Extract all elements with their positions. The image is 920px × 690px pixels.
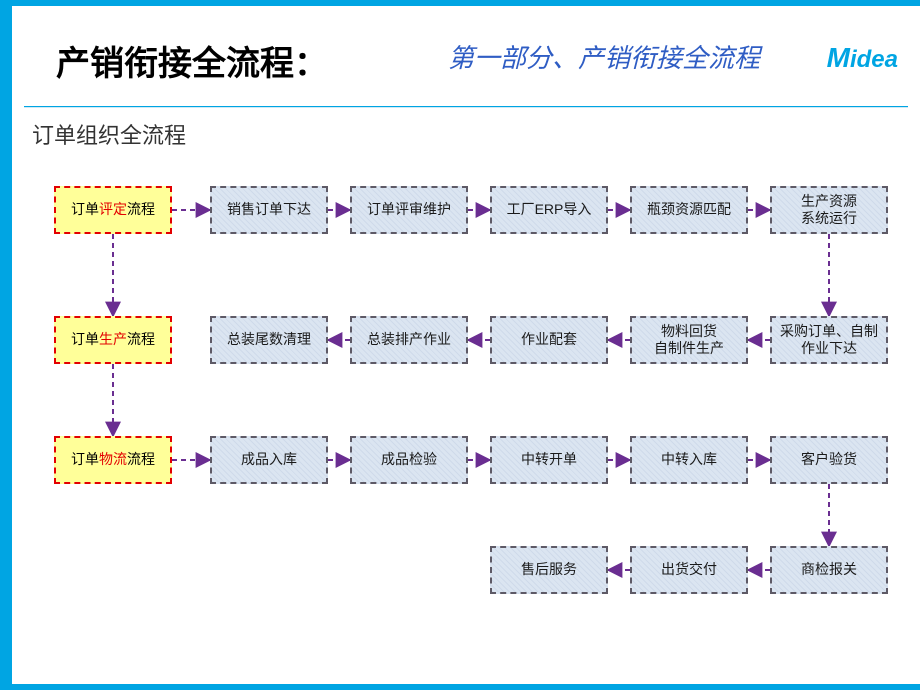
brand-logo-text: idea — [850, 46, 898, 73]
step-node: 作业配套 — [490, 316, 608, 364]
step-node: 成品检验 — [350, 436, 468, 484]
step-node: 订单评审维护 — [350, 186, 468, 234]
brand-logo: Midea — [827, 42, 898, 74]
divider — [24, 106, 908, 108]
step-node: 售后服务 — [490, 546, 608, 594]
subtitle: 订单组织全流程 — [32, 118, 186, 150]
step-node: 客户验货 — [770, 436, 888, 484]
phase-node: 订单生产流程 — [54, 316, 172, 364]
step-node: 总装排产作业 — [350, 316, 468, 364]
step-node: 中转入库 — [630, 436, 748, 484]
step-node: 采购订单、自制作业下达 — [770, 316, 888, 364]
main-title: 产销衔接全流程： — [56, 36, 328, 85]
step-node: 商检报关 — [770, 546, 888, 594]
flowchart-canvas: 订单评定流程订单生产流程订单物流流程 销售订单下达订单评审维护工厂ERP导入瓶颈资… — [12, 156, 920, 684]
phase-node: 订单物流流程 — [54, 436, 172, 484]
step-node: 中转开单 — [490, 436, 608, 484]
step-node: 成品入库 — [210, 436, 328, 484]
step-node: 总装尾数清理 — [210, 316, 328, 364]
phase-node: 订单评定流程 — [54, 186, 172, 234]
step-node: 出货交付 — [630, 546, 748, 594]
section-label: 第一部分、产销衔接全流程 — [448, 38, 760, 75]
step-node: 瓶颈资源匹配 — [630, 186, 748, 234]
step-node: 工厂ERP导入 — [490, 186, 608, 234]
arrows-layer — [12, 156, 920, 684]
step-node: 物料回货自制件生产 — [630, 316, 748, 364]
slide: Midea 产销衔接全流程： 第一部分、产销衔接全流程 订单组织全流程 订单评定… — [0, 0, 920, 690]
step-node: 销售订单下达 — [210, 186, 328, 234]
step-node: 生产资源系统运行 — [770, 186, 888, 234]
